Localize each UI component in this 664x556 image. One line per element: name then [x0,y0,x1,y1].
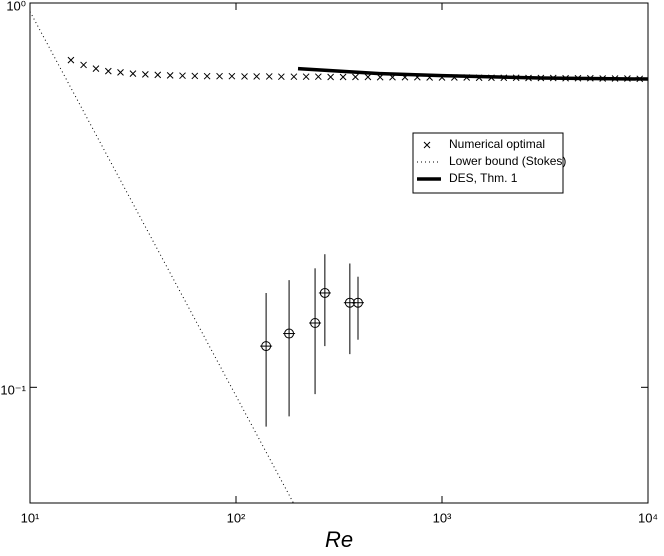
y-tick-label: 10⁰ [6,0,26,13]
plot-frame [29,2,649,504]
cross-marker [228,72,236,80]
legend-label: DES, Thm. 1 [449,171,518,185]
cross-marker [339,73,347,81]
cross-marker [216,72,223,80]
cross-marker [302,73,310,81]
cross-marker [352,73,359,81]
cross-marker [314,73,322,81]
cross-marker [166,72,174,79]
cross-marker [179,72,186,80]
x-axis-label: Re [325,527,353,552]
y-tick-label: 10⁻¹ [0,383,26,398]
cross-marker [253,73,261,80]
cross-marker [290,73,298,81]
cross-marker [141,71,149,78]
series-line [297,66,649,81]
cross-marker [364,73,372,81]
cross-marker [67,56,75,64]
legend-label: Numerical optimal [449,137,545,151]
cross-marker [327,73,334,81]
cross-marker [265,73,273,80]
cross-marker [191,72,199,80]
cross-marker [80,61,87,69]
cross-marker [241,73,248,80]
x-tick-label: 10² [227,510,246,525]
x-tick-label: 10⁴ [638,510,658,525]
cross-marker [129,70,137,77]
x-tick-label: 10³ [433,510,452,525]
cross-marker [117,68,124,76]
cross-marker [203,72,211,80]
series-line [29,11,294,504]
cross-marker [277,73,285,81]
cross-marker [92,65,100,72]
legend-box [412,132,564,194]
cross-marker [423,141,431,149]
cross-marker [154,71,162,79]
cross-marker [104,67,112,75]
x-tick-label: 10¹ [21,510,40,525]
legend-label: Lower bound (Stokes) [449,154,566,168]
